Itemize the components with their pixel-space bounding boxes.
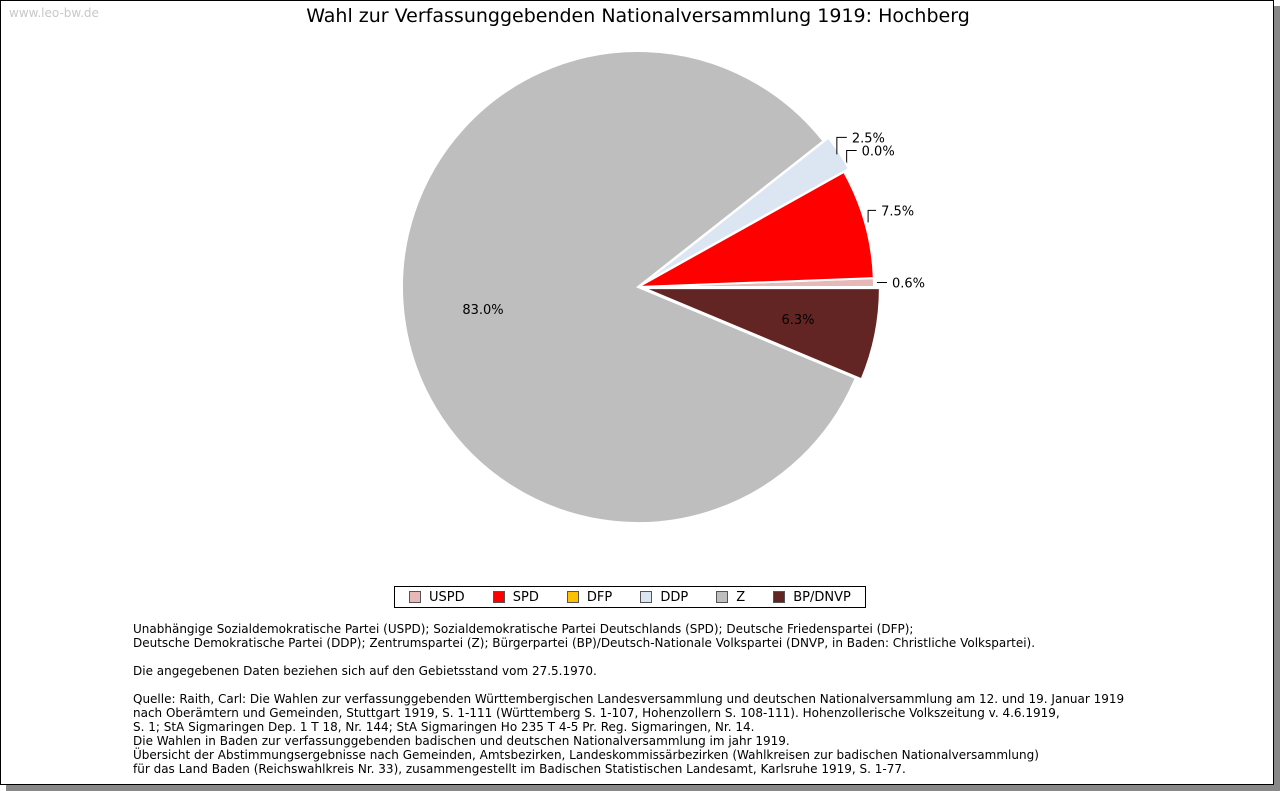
legend-label: SPD [512, 589, 539, 605]
legend-label: BP/DNVP [793, 589, 851, 605]
pie-slice-ddp [642, 136, 851, 285]
chart-title: Wahl zur Verfassunggebenden Nationalvers… [306, 5, 970, 27]
pie-slice-bp-dnvp [643, 287, 881, 381]
note-paragraph: Quelle: Raith, Carl: Die Wahlen zur verf… [133, 692, 1125, 776]
data-label: 0.6% [892, 276, 925, 291]
legend-label: DFP [586, 589, 613, 605]
legend-swatch [566, 591, 579, 603]
legend: USPD SPD DFP DDP Z BP/DNVP [394, 586, 866, 608]
legend-item: BP/DNVP [773, 590, 851, 605]
note-paragraph: Unabhängige Sozialdemokratische Partei (… [133, 622, 1036, 650]
legend-label: DDP [660, 589, 689, 605]
data-label: 7.5% [881, 204, 914, 219]
data-label: 2.5% [852, 131, 885, 146]
legend-item: Z [716, 590, 745, 605]
data-label: 83.0% [462, 303, 503, 318]
legend-swatch [716, 591, 729, 603]
data-label: 6.3% [781, 313, 814, 328]
legend-swatch [492, 591, 505, 603]
legend-swatch [409, 591, 422, 603]
pie-slice-spd [637, 170, 875, 288]
legend-item: USPD [409, 590, 465, 605]
legend-item: DDP [640, 590, 688, 605]
legend-label: USPD [429, 589, 465, 605]
legend-swatch [640, 591, 653, 603]
legend-swatch [773, 591, 786, 603]
pie-slice-z [401, 50, 858, 524]
notes: Unabhängige Sozialdemokratische Partei (… [133, 622, 1124, 790]
legend-item: DFP [566, 589, 613, 605]
legend-item: SPD [492, 589, 539, 605]
data-label: 0.0% [862, 144, 895, 159]
watermark: www.leo-bw.de [9, 6, 99, 20]
legend-label: Z [736, 589, 746, 605]
leader-line [836, 136, 847, 155]
note-paragraph: Die angegebenen Daten beziehen sich auf … [133, 664, 597, 678]
leader-line [867, 209, 877, 223]
